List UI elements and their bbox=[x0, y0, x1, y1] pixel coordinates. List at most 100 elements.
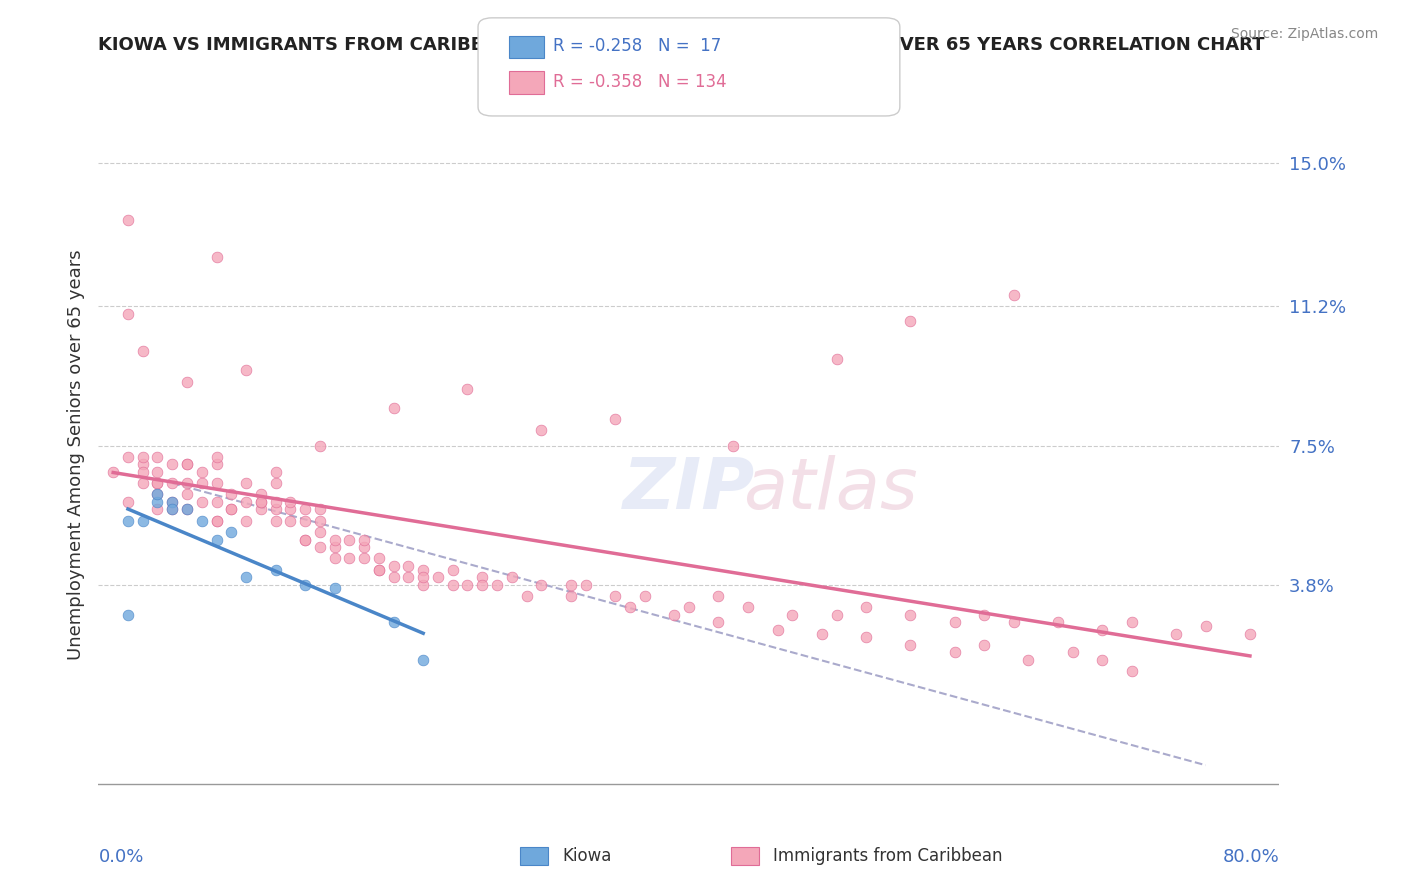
Point bbox=[353, 533, 375, 547]
Text: KIOWA VS IMMIGRANTS FROM CARIBBEAN UNEMPLOYMENT AMONG SENIORS OVER 65 YEARS CORR: KIOWA VS IMMIGRANTS FROM CARIBBEAN UNEMP… bbox=[98, 36, 1265, 54]
Point bbox=[368, 551, 391, 566]
Point bbox=[103, 465, 125, 479]
Point bbox=[309, 524, 332, 539]
Y-axis label: Unemployment Among Seniors over 65 years: Unemployment Among Seniors over 65 years bbox=[66, 250, 84, 660]
Point bbox=[205, 450, 228, 464]
Point bbox=[219, 524, 242, 539]
Text: Immigrants from Caribbean: Immigrants from Caribbean bbox=[773, 847, 1002, 865]
Point bbox=[264, 495, 287, 509]
Point bbox=[250, 495, 273, 509]
Point bbox=[117, 307, 139, 321]
Point bbox=[456, 382, 478, 396]
Point bbox=[250, 487, 273, 501]
Point bbox=[825, 607, 848, 622]
Point bbox=[176, 502, 198, 516]
Point bbox=[339, 533, 360, 547]
Point bbox=[633, 589, 655, 603]
Point bbox=[1062, 645, 1084, 659]
Point bbox=[1002, 615, 1025, 630]
Point bbox=[146, 487, 169, 501]
Point bbox=[1121, 615, 1143, 630]
Point bbox=[855, 600, 877, 615]
Point bbox=[973, 638, 995, 652]
Point bbox=[117, 495, 139, 509]
Point bbox=[678, 600, 700, 615]
Point bbox=[323, 551, 346, 566]
Point bbox=[146, 495, 169, 509]
Text: R = -0.358   N = 134: R = -0.358 N = 134 bbox=[553, 73, 725, 91]
Point bbox=[162, 502, 183, 516]
Point bbox=[264, 514, 287, 528]
Point bbox=[205, 533, 228, 547]
Text: 0.0%: 0.0% bbox=[98, 848, 143, 866]
Point bbox=[412, 653, 434, 667]
Point bbox=[339, 551, 360, 566]
Point bbox=[132, 458, 155, 472]
Point bbox=[117, 514, 139, 528]
Point bbox=[219, 487, 242, 501]
Point bbox=[323, 582, 346, 596]
Point bbox=[309, 438, 332, 452]
Point bbox=[737, 600, 759, 615]
Point bbox=[1121, 664, 1143, 678]
Point bbox=[471, 570, 494, 584]
Point bbox=[427, 570, 450, 584]
Point bbox=[146, 502, 169, 516]
Point bbox=[176, 502, 198, 516]
Point bbox=[205, 251, 228, 265]
Point bbox=[162, 458, 183, 472]
Point bbox=[382, 401, 405, 415]
Text: Source: ZipAtlas.com: Source: ZipAtlas.com bbox=[1230, 27, 1378, 41]
Point bbox=[605, 589, 627, 603]
Point bbox=[441, 577, 464, 591]
Point bbox=[205, 514, 228, 528]
Point bbox=[205, 495, 228, 509]
Point bbox=[278, 514, 302, 528]
Point bbox=[412, 563, 434, 577]
Point bbox=[205, 458, 228, 472]
Point bbox=[205, 476, 228, 491]
Point bbox=[1017, 653, 1039, 667]
Point bbox=[191, 476, 214, 491]
Point bbox=[782, 607, 804, 622]
Point bbox=[235, 495, 257, 509]
Point bbox=[943, 645, 966, 659]
Point bbox=[162, 476, 183, 491]
Point bbox=[191, 514, 214, 528]
Point bbox=[900, 638, 922, 652]
Point bbox=[162, 495, 183, 509]
Point bbox=[278, 502, 302, 516]
Point bbox=[486, 577, 509, 591]
Point bbox=[264, 563, 287, 577]
Point bbox=[264, 502, 287, 516]
Text: ZIP: ZIP bbox=[623, 455, 755, 524]
Point bbox=[235, 476, 257, 491]
Point bbox=[323, 533, 346, 547]
Point bbox=[825, 351, 848, 366]
Point bbox=[250, 495, 273, 509]
Point bbox=[723, 438, 745, 452]
Point bbox=[235, 570, 257, 584]
Point bbox=[294, 577, 316, 591]
Point bbox=[943, 615, 966, 630]
Point bbox=[146, 476, 169, 491]
Point bbox=[294, 533, 316, 547]
Point bbox=[766, 623, 789, 637]
Point bbox=[1091, 653, 1114, 667]
Point bbox=[382, 570, 405, 584]
Point bbox=[664, 607, 686, 622]
Point bbox=[294, 502, 316, 516]
Point bbox=[132, 465, 155, 479]
Point bbox=[146, 465, 169, 479]
Point bbox=[219, 502, 242, 516]
Point bbox=[132, 476, 155, 491]
Point bbox=[1195, 619, 1218, 633]
Text: R = -0.258   N =  17: R = -0.258 N = 17 bbox=[553, 37, 721, 55]
Point bbox=[530, 424, 553, 438]
Point bbox=[309, 514, 332, 528]
Point bbox=[501, 570, 523, 584]
Point bbox=[191, 495, 214, 509]
Point bbox=[396, 558, 419, 573]
Point bbox=[855, 630, 877, 644]
Point bbox=[250, 502, 273, 516]
